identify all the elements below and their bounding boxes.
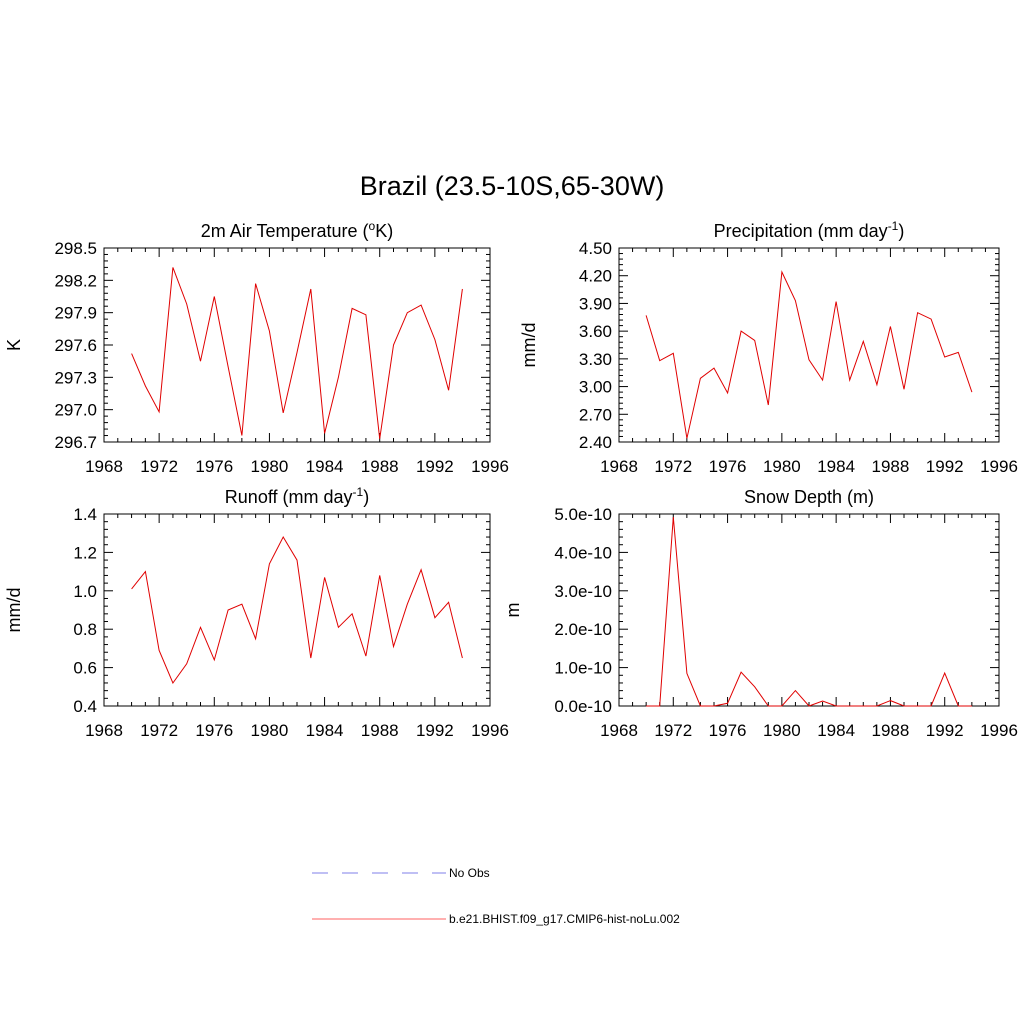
- y-tick-label: 298.5: [54, 239, 97, 258]
- legend-label: No Obs: [449, 866, 490, 880]
- x-tick-label: 1980: [251, 721, 289, 740]
- x-tick-label: 1996: [471, 457, 509, 476]
- panel-title-main: Snow Depth (m): [744, 487, 874, 507]
- panel-title-superscript: o: [369, 219, 376, 233]
- panel-title-main: Precipitation (mm day: [714, 221, 888, 241]
- x-tick-label: 1988: [872, 457, 910, 476]
- y-tick-label: 4.50: [579, 239, 612, 258]
- x-tick-label: 1972: [140, 457, 178, 476]
- y-tick-label: 2.40: [579, 433, 612, 452]
- plot-frame: [103, 513, 491, 707]
- legend: No Obs b.e21.BHIST.f09_g17.CMIP6-hist-noL…: [312, 866, 680, 926]
- y-tick-label: 4.0e-10: [554, 543, 612, 562]
- panel-title-main: Runoff (mm day: [225, 487, 353, 507]
- panel-title: Snow Depth (m): [744, 487, 874, 507]
- panel-title-end: ): [363, 487, 369, 507]
- x-tick-label: 1992: [926, 457, 964, 476]
- x-tick-label: 1980: [251, 457, 289, 476]
- x-tick-label: 1988: [872, 721, 910, 740]
- x-tick-label: 1972: [654, 457, 692, 476]
- panel-title: Runoff (mm day-1): [225, 485, 369, 507]
- x-tick-label: 1980: [763, 721, 801, 740]
- series-line: [131, 535, 463, 685]
- y-axis-label: K: [4, 339, 24, 351]
- y-tick-label: 5.0e-10: [554, 505, 612, 524]
- x-tick-label: 1968: [85, 457, 123, 476]
- y-tick-label: 297.3: [54, 368, 97, 387]
- series-line: [646, 517, 972, 707]
- y-tick-label: 4.20: [579, 267, 612, 286]
- x-tick-label: 1988: [361, 457, 399, 476]
- y-tick-label: 3.00: [579, 378, 612, 397]
- y-tick-label: 2.0e-10: [554, 620, 612, 639]
- figure-title: Brazil (23.5-10S,65-30W): [360, 171, 665, 201]
- y-tick-label: 0.0e-10: [554, 697, 612, 716]
- x-tick-label: 1996: [980, 457, 1018, 476]
- y-tick-label: 1.2: [73, 543, 97, 562]
- x-tick-label: 1976: [195, 721, 233, 740]
- panel-title: Precipitation (mm day-1): [714, 219, 905, 241]
- x-tick-label: 1968: [85, 721, 123, 740]
- y-tick-label: 3.30: [579, 350, 612, 369]
- x-tick-label: 1968: [600, 721, 638, 740]
- x-tick-label: 1976: [195, 457, 233, 476]
- panel-2: Precipitation (mm day-1) mm/d 1968 1972 1976…: [519, 219, 1018, 476]
- x-tick-label: 1980: [763, 457, 801, 476]
- x-tick-label: 1992: [416, 457, 454, 476]
- panel-title: 2m Air Temperature (oK): [201, 219, 393, 241]
- y-tick-label: 3.60: [579, 322, 612, 341]
- x-tick-label: 1984: [817, 721, 855, 740]
- x-tick-label: 1968: [600, 457, 638, 476]
- x-tick-label: 1984: [306, 721, 344, 740]
- y-tick-label: 1.4: [73, 505, 97, 524]
- legend-entry: No Obs: [312, 866, 490, 880]
- x-tick-label: 1976: [709, 721, 747, 740]
- y-tick-label: 1.0: [73, 582, 97, 601]
- y-tick-label: 3.90: [579, 294, 612, 313]
- series-line: [645, 270, 973, 439]
- x-tick-label: 1984: [817, 457, 855, 476]
- y-axis-label: mm/d: [519, 323, 539, 368]
- y-tick-label: 297.9: [54, 304, 97, 323]
- panels: 2m Air Temperature (oK) K 1968 1972 1976 1980…: [4, 219, 1018, 740]
- plot-frame: [103, 247, 491, 443]
- panel-title-superscript: -1: [888, 219, 899, 233]
- panel-title-superscript: -1: [353, 485, 364, 499]
- y-axis-label: m: [503, 603, 523, 618]
- panel-4: Snow Depth (m) m 1968 1972 1976 1980 1984 1988 1…: [503, 487, 1018, 740]
- x-tick-label: 1992: [926, 721, 964, 740]
- y-tick-label: 297.6: [54, 336, 97, 355]
- x-tick-label: 1984: [306, 457, 344, 476]
- x-tick-label: 1992: [416, 721, 454, 740]
- y-tick-label: 296.7: [54, 433, 97, 452]
- y-tick-label: 298.2: [54, 271, 97, 290]
- x-tick-label: 1976: [709, 457, 747, 476]
- panel-title-main: 2m Air Temperature (: [201, 221, 369, 241]
- panel-title-end: K): [375, 221, 393, 241]
- y-tick-label: 2.70: [579, 405, 612, 424]
- x-tick-label: 1996: [980, 721, 1018, 740]
- y-tick-label: 0.8: [73, 620, 97, 639]
- x-tick-label: 1988: [361, 721, 399, 740]
- y-tick-label: 1.0e-10: [554, 659, 612, 678]
- x-tick-label: 1972: [654, 721, 692, 740]
- y-tick-label: 0.6: [73, 659, 97, 678]
- y-tick-label: 0.4: [73, 697, 97, 716]
- panel-1: 2m Air Temperature (oK) K 1968 1972 1976 1980…: [4, 219, 509, 476]
- x-tick-label: 1996: [471, 721, 509, 740]
- x-tick-label: 1972: [140, 721, 178, 740]
- y-tick-label: 3.0e-10: [554, 582, 612, 601]
- plot-frame: [618, 247, 1000, 443]
- series-line: [131, 267, 463, 439]
- legend-entry: b.e21.BHIST.f09_g17.CMIP6-hist-noLu.002: [312, 912, 680, 926]
- y-axis-label: mm/d: [4, 588, 24, 633]
- panel-3: Runoff (mm day-1) mm/d 1968 1972 1976 1980 198…: [4, 485, 509, 740]
- y-tick-label: 297.0: [54, 401, 97, 420]
- panel-title-end: ): [898, 221, 904, 241]
- legend-label: b.e21.BHIST.f09_g17.CMIP6-hist-noLu.002: [449, 912, 680, 926]
